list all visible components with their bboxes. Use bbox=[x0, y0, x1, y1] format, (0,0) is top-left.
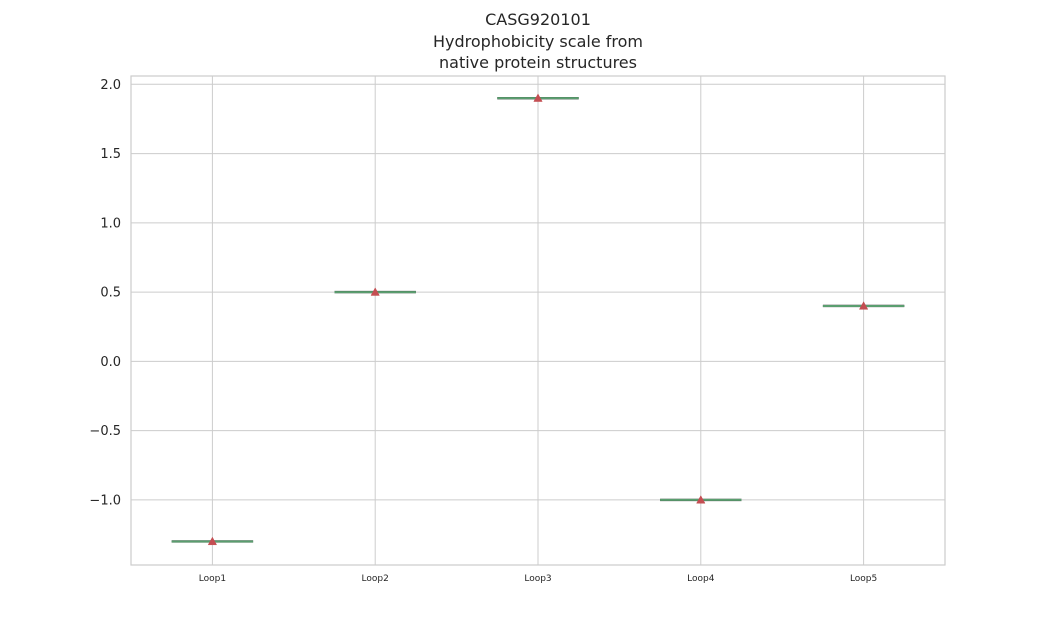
box-marks bbox=[171, 93, 905, 546]
x-tick-label: Loop1 bbox=[199, 574, 226, 584]
y-tick-label: 0.5 bbox=[100, 286, 121, 301]
plot-frame bbox=[130, 75, 946, 566]
y-tick-label: −1.0 bbox=[89, 493, 121, 508]
x-tick-label: Loop2 bbox=[362, 574, 389, 584]
y-axis-ticks: −1.0 −0.5 0.0 0.5 1.0 1.5 2.0 bbox=[89, 78, 121, 509]
y-tick-label: 2.0 bbox=[100, 78, 121, 93]
y-tick-label: 1.5 bbox=[100, 147, 121, 162]
x-tick-label: Loop4 bbox=[687, 574, 715, 584]
mean-marker bbox=[533, 93, 543, 102]
mean-marker bbox=[370, 287, 380, 296]
plot-border bbox=[130, 75, 946, 566]
grid bbox=[131, 76, 945, 565]
y-tick-label: −0.5 bbox=[89, 424, 121, 439]
y-tick-label: 1.0 bbox=[100, 216, 121, 231]
x-tick-label: Loop5 bbox=[850, 574, 877, 584]
y-tick-label: 0.0 bbox=[100, 355, 121, 370]
mean-marker bbox=[696, 495, 706, 504]
chart-title-line-1: CASG920101 bbox=[485, 10, 591, 29]
mean-marker bbox=[207, 536, 218, 546]
chart-title-line-3: native protein structures bbox=[439, 53, 637, 72]
x-axis-ticks: Loop1 Loop2 Loop3 Loop4 Loop5 bbox=[199, 574, 878, 584]
x-tick-label: Loop3 bbox=[524, 574, 551, 584]
mean-marker bbox=[858, 301, 869, 310]
chart-title: CASG920101 Hydrophobicity scale from nat… bbox=[433, 10, 643, 72]
chart-title-line-2: Hydrophobicity scale from bbox=[433, 32, 643, 51]
